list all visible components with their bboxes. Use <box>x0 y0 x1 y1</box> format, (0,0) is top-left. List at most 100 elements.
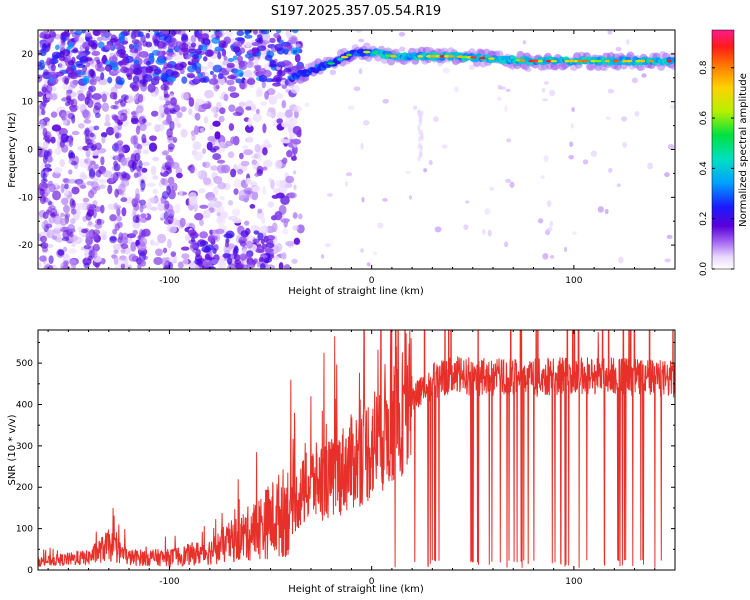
spectrogram-blob <box>38 142 42 147</box>
spectrogram-blob <box>86 99 94 108</box>
colorbar-tick-label: 0.0 <box>699 262 709 277</box>
spectrogram-blob <box>83 244 91 250</box>
spectrogram-blob <box>130 241 137 252</box>
spectrogram-blob <box>382 98 389 104</box>
spectrogram-blob <box>218 40 227 48</box>
spectrogram-blob <box>133 59 139 66</box>
spectrogram-blob <box>618 256 624 264</box>
spectrogram-blob <box>292 225 300 231</box>
spectrogram-blob <box>434 226 442 233</box>
spectrogram-blob <box>281 252 287 260</box>
spectrogram-blob <box>278 39 284 44</box>
spectrogram-blob <box>120 243 129 249</box>
spectrogram-blob <box>345 172 353 177</box>
spectrogram-blob <box>131 161 137 171</box>
spectrogram-blob <box>281 100 287 109</box>
spectrogram-blob <box>255 248 265 254</box>
spectrogram-blob <box>153 76 161 81</box>
spectrogram-blob <box>180 106 187 112</box>
snr-x-label: -100 <box>159 577 180 587</box>
spectrogram-blob <box>133 196 140 204</box>
spectrogram-blob <box>214 131 221 140</box>
spectrogram-blob <box>161 257 167 267</box>
snr-y-label: 0 <box>27 566 33 576</box>
spectrogram-blob <box>276 30 282 34</box>
spectrogram-blob <box>115 79 124 85</box>
spectrogram-blob <box>188 195 198 206</box>
spectrogram-blob <box>295 43 301 48</box>
spectrogram-blob <box>265 238 274 245</box>
spectrogram-blob <box>259 263 266 269</box>
spectrogram-blob <box>175 41 183 47</box>
spectrogram-blob <box>73 30 83 36</box>
spectrogram-blob <box>468 64 476 71</box>
spectrogram-blob <box>260 101 268 106</box>
spectrogram-blob <box>194 102 199 112</box>
spectrogram-blob <box>186 72 195 78</box>
spectrogram-blob <box>234 259 242 265</box>
spectrogram-blob <box>94 112 101 119</box>
snr-y-label: SNR (10 * v/v) <box>7 414 18 485</box>
spectrogram-blob <box>167 176 175 185</box>
spectrogram-blob <box>261 217 266 224</box>
spectrogram-blob <box>276 111 286 119</box>
spectrogram-blob <box>138 160 143 169</box>
spectrogram-blob <box>327 192 333 197</box>
spectrogram-blob <box>206 49 213 57</box>
snr-x-ticks: -100 0 100 <box>47 330 676 587</box>
spectrogram-blob <box>77 225 82 233</box>
spectrogram-blob <box>207 196 218 202</box>
spectrogram-blob <box>51 86 57 92</box>
spectrogram-x-label: 0 <box>369 276 375 286</box>
spectrogram-blob <box>137 31 144 38</box>
spectrogram-blob <box>64 77 69 85</box>
spectrogram-blob <box>253 258 258 264</box>
spectrogram-blob <box>38 262 43 268</box>
spectrogram-blob <box>288 132 296 138</box>
spectrogram-blob <box>506 138 512 143</box>
snr-y-label: 400 <box>16 400 33 410</box>
spectrogram-blob <box>321 254 325 259</box>
spectrogram-blob <box>167 48 174 53</box>
spectrogram-blob <box>59 158 65 168</box>
spectrogram-blob <box>281 157 288 164</box>
spectrogram-blob <box>198 188 206 194</box>
spectrogram-blob <box>163 61 168 70</box>
spectrogram-blob <box>635 59 642 63</box>
spectrogram-blob <box>249 204 256 209</box>
spectrogram-blob <box>39 32 45 39</box>
spectrogram-blob <box>194 212 204 221</box>
snr-x-label: 100 <box>565 577 582 587</box>
spectrogram-blob <box>304 102 310 107</box>
spectrogram-blob <box>41 86 48 93</box>
spectrogram-blob <box>132 229 138 236</box>
spectrogram-blob <box>120 94 129 101</box>
spectrogram-blob <box>222 253 231 259</box>
spectrogram-blob <box>216 164 227 174</box>
spectrogram-blob <box>51 51 62 59</box>
spectrogram-blob <box>281 139 291 144</box>
spectrogram-blob <box>158 41 163 49</box>
spectrogram-blob <box>664 258 671 263</box>
spectrogram-blob <box>463 224 469 231</box>
spectrogram-blob <box>252 113 263 122</box>
spectrogram-blob <box>50 136 56 144</box>
spectrogram-heatmap <box>38 30 675 269</box>
spectrogram-blob <box>193 125 200 136</box>
spectrogram-blob <box>121 207 127 217</box>
spectrogram-blob <box>110 104 118 110</box>
spectrogram-blob <box>40 119 46 129</box>
spectrogram-blob <box>114 100 120 105</box>
spectrogram-blob <box>54 237 64 243</box>
spectrogram-blob <box>77 93 86 102</box>
spectrogram-blob <box>240 230 249 238</box>
spectrogram-blob <box>162 119 169 126</box>
spectrogram-blob <box>201 103 211 110</box>
spectrogram-blob <box>100 204 105 214</box>
spectrogram-blob <box>443 55 451 58</box>
spectrogram-blob <box>505 178 512 183</box>
spectrogram-blob <box>197 72 203 78</box>
spectrogram-blob <box>199 204 209 209</box>
spectrogram-blob <box>68 138 74 147</box>
spectrogram-blob <box>39 194 46 205</box>
